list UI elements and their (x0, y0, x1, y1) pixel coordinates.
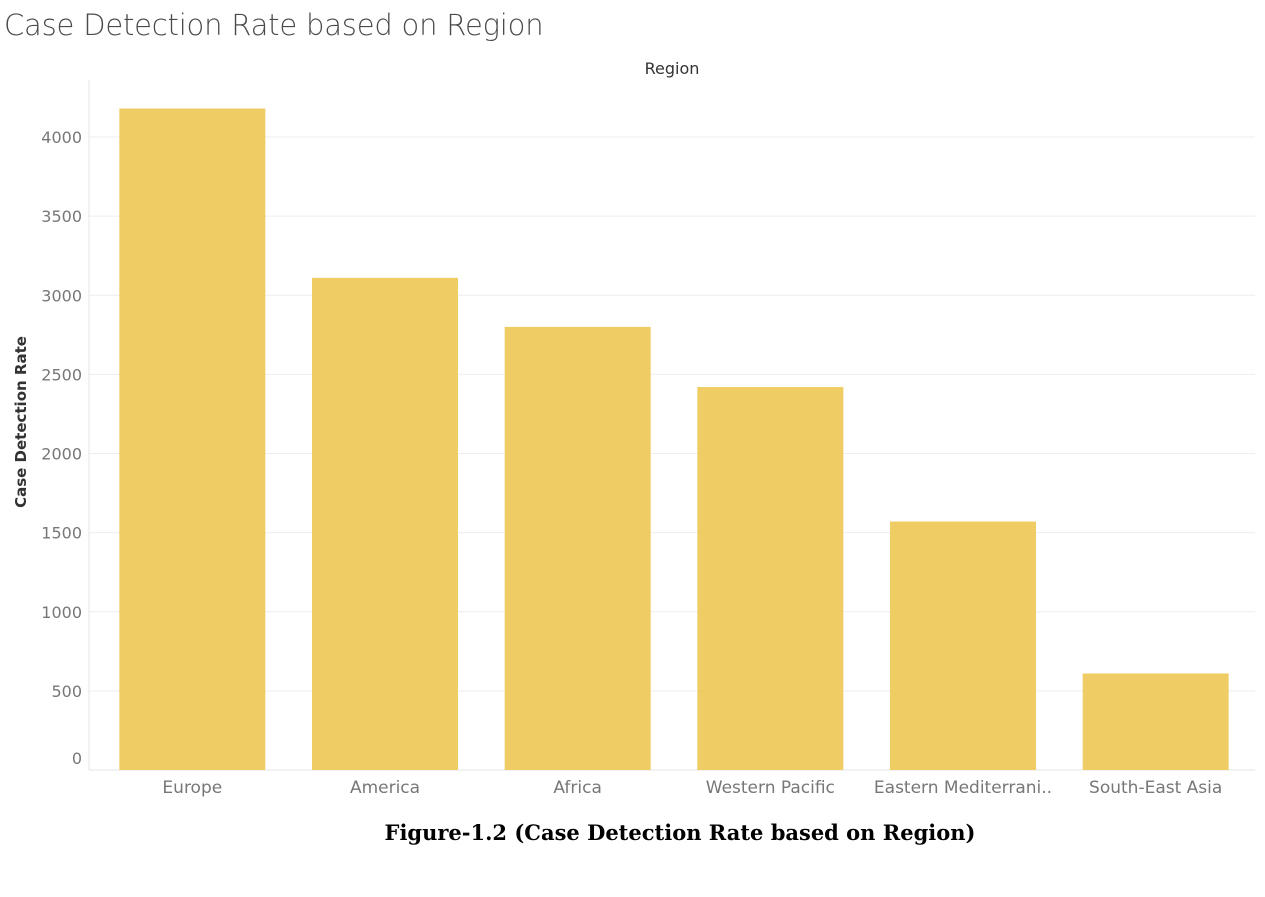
y-tick-label: 1500 (41, 524, 82, 543)
y-tick-label: 2000 (41, 445, 82, 464)
bar-eastern-mediterrani[interactable] (890, 521, 1036, 770)
y-tick-label: 3000 (41, 286, 82, 305)
bar-america[interactable] (312, 277, 458, 770)
x-tick-label: Western Pacific (706, 778, 835, 798)
x-tick-labels: Europe America Africa Western Pacific Easter… (162, 778, 1222, 798)
y-axis-label: Case Detection Rate (12, 336, 30, 508)
y-tick-labels: 0 500 1000 1500 2000 2500 3000 3500 4000 (41, 128, 82, 768)
y-tick-label: 1000 (41, 603, 82, 622)
x-tick-label: Eastern Mediterrani.. (874, 778, 1052, 798)
bars (119, 108, 1229, 770)
grid-lines (89, 136, 1255, 692)
y-tick-label: 4000 (41, 128, 82, 147)
x-tick-label: Africa (553, 778, 602, 798)
y-tick-label: 0 (72, 749, 82, 768)
y-tick-label: 3500 (41, 207, 82, 226)
column-header-label: Region (645, 59, 700, 78)
bar-south-east-asia[interactable] (1082, 673, 1229, 770)
bar-western-pacific[interactable] (697, 387, 844, 770)
x-tick-label: South-East Asia (1089, 778, 1222, 798)
bar-africa[interactable] (504, 326, 651, 770)
x-tick-label: Europe (162, 778, 222, 798)
y-tick-label: 2500 (41, 365, 82, 384)
axes (88, 80, 1255, 771)
figure-caption: Figure-1.2 (Case Detection Rate based on… (384, 820, 976, 845)
bar-europe[interactable] (119, 108, 266, 770)
chart-title: Case Detection Rate based on Region (4, 8, 544, 42)
y-tick-label: 500 (51, 682, 82, 701)
x-tick-label: America (350, 778, 420, 798)
